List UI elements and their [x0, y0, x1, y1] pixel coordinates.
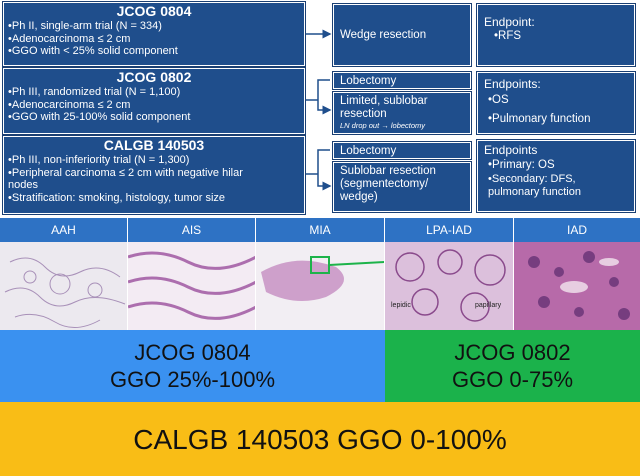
- trial-box-jcog0802: JCOG 0802 Ph III, randomized trial (N = …: [3, 68, 305, 134]
- bullet: Stratification: smoking, histology, tumo…: [8, 192, 304, 205]
- endpoint-item: Primary: OS: [488, 157, 628, 173]
- tissue-illustration: [261, 256, 384, 301]
- inset-label-lepidic: lepidic: [391, 302, 411, 309]
- trial-bullets: Ph II, single-arm trial (N = 334) Adenoc…: [4, 20, 304, 58]
- band-range: GGO 0-75%: [451, 367, 574, 392]
- arm-note: LN drop out → lobectomy: [340, 121, 426, 130]
- tissue-illustration: [128, 251, 255, 320]
- tissue-illustration: [395, 249, 506, 322]
- trial-bullets: Ph III, randomized trial (N = 1,100) Ade…: [4, 86, 304, 124]
- histology-header-mia: MIA: [256, 218, 385, 242]
- endpoint-box: Endpoint: RFS: [477, 4, 635, 66]
- arm-label: Lobectomy: [340, 75, 397, 87]
- arm-box: Lobectomy: [333, 142, 471, 159]
- trial-bullets: Ph III, non-inferiority trial (N = 1,300…: [4, 154, 304, 204]
- arrow-jcog0802: [306, 79, 330, 110]
- histology-image-aah: [0, 242, 128, 330]
- endpoint-box: Endpoints: OS Pulmonary function: [477, 72, 635, 134]
- trial-title: JCOG 0802: [116, 69, 192, 85]
- band-title: JCOG 0804: [134, 340, 251, 365]
- bullet: Ph II, single-arm trial (N = 334): [8, 20, 304, 33]
- endpoint-title: Endpoints: [484, 143, 538, 157]
- arrow-calgb: [306, 149, 330, 186]
- endpoint-item: RFS: [494, 29, 628, 43]
- arm-box: Sublobar resection (segmentectomy/ wedge…: [333, 162, 471, 212]
- bullet: Peripheral carcinoma ≤ 2 cm with negativ…: [8, 167, 304, 192]
- trial-box-calgb140503: CALGB 140503 Ph III, non-inferiority tri…: [3, 136, 305, 214]
- band-text: CALGB 140503 GGO 0-100%: [133, 423, 507, 455]
- histology-image-lpa-iad: lepidic papillary: [385, 242, 514, 330]
- bullet: Adenocarcinoma ≤ 2 cm: [8, 99, 304, 112]
- band-jcog0802: JCOG 0802 GGO 0-75%: [385, 330, 640, 402]
- endpoint-item: OS: [488, 91, 628, 110]
- endpoint-list: OS Pulmonary function: [484, 91, 628, 129]
- histology-header-lpa-iad: LPA-IAD: [385, 218, 514, 242]
- tissue-illustration: [528, 251, 630, 320]
- histology-image-iad: [514, 242, 640, 330]
- bullet: Ph III, randomized trial (N = 1,100): [8, 86, 304, 99]
- inset-label-papillary: papillary: [475, 302, 502, 309]
- endpoint-title: Endpoints:: [484, 77, 541, 91]
- arm-box: Limited, sublobar resection LN drop out …: [333, 92, 471, 134]
- arm-label: Lobectomy: [340, 145, 397, 157]
- endpoint-item: Pulmonary function: [488, 110, 628, 129]
- band-jcog0804: JCOG 0804 GGO 25%-100%: [0, 330, 385, 402]
- arm-label: Wedge resection: [340, 28, 427, 41]
- bullet: GGO with 25-100% solid component: [8, 111, 304, 124]
- band-range: GGO 25%-100%: [109, 367, 276, 392]
- histology-header-ais: AIS: [128, 218, 256, 242]
- bullet: GGO with < 25% solid component: [8, 45, 304, 58]
- arm-box: Lobectomy: [333, 72, 471, 89]
- endpoint-title: Endpoint:: [484, 15, 535, 29]
- histology-header-iad: IAD: [514, 218, 640, 242]
- histology-image-ais: [128, 242, 256, 330]
- trial-title: CALGB 140503: [103, 137, 205, 153]
- band-title: JCOG 0802: [454, 340, 571, 365]
- arm-label: Sublobar resection (segmentectomy/ wedge…: [340, 165, 436, 203]
- endpoint-list: RFS: [484, 29, 628, 43]
- endpoint-box: Endpoints Primary: OS Secondary: DFS, pu…: [477, 140, 635, 212]
- band-calgb140503: CALGB 140503 GGO 0-100%: [0, 402, 640, 476]
- arm-label: Limited, sublobar resection: [340, 95, 428, 120]
- endpoint-list: Primary: OS Secondary: DFS, pulmonary fu…: [484, 157, 628, 199]
- trial-title: JCOG 0804: [116, 3, 192, 19]
- trial-box-jcog0804: JCOG 0804 Ph II, single-arm trial (N = 3…: [3, 2, 305, 66]
- bullet: Adenocarcinoma ≤ 2 cm: [8, 33, 304, 46]
- histology-image-mia: [256, 242, 385, 330]
- tissue-illustration: [4, 257, 126, 328]
- endpoint-item: Secondary: DFS, pulmonary function: [488, 173, 628, 199]
- connector-arrows: [306, 29, 640, 218]
- histology-header-aah: AAH: [0, 218, 128, 242]
- bullet: Ph III, non-inferiority trial (N = 1,300…: [8, 154, 304, 167]
- arm-box: Wedge resection: [333, 4, 471, 66]
